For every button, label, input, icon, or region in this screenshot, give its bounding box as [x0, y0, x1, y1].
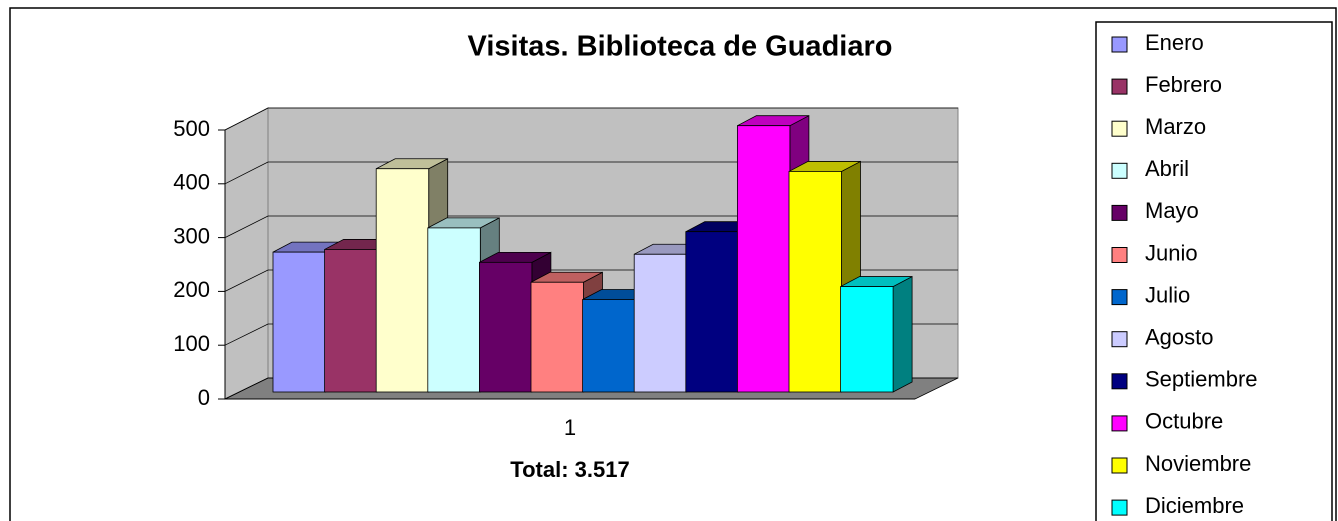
- legend-swatch: [1111, 289, 1128, 306]
- legend-swatch: [1111, 331, 1128, 348]
- bar: [427, 227, 481, 393]
- y-tick-label: 400: [173, 170, 210, 195]
- x-axis-title: Total: 3.517: [510, 457, 629, 482]
- grid-line: [224, 107, 958, 131]
- legend-swatch: [1111, 36, 1128, 53]
- x-tick-label: 1: [564, 415, 576, 440]
- y-tick-label: 300: [173, 223, 210, 248]
- legend-swatch: [1111, 373, 1128, 390]
- bar: [788, 171, 842, 393]
- legend-swatch: [1111, 204, 1128, 221]
- bar: [840, 286, 894, 393]
- legend-label: Enero: [1145, 30, 1204, 55]
- legend-label: Abril: [1145, 156, 1189, 181]
- legend-swatch: [1111, 247, 1128, 263]
- y-tick-label: 0: [198, 385, 210, 410]
- side-wall: [224, 107, 269, 400]
- legend-label: Julio: [1145, 282, 1190, 307]
- legend-swatch: [1111, 499, 1128, 516]
- bar-side: [892, 275, 913, 393]
- grid-line: [224, 161, 958, 185]
- grid-line: [224, 215, 958, 238]
- legend-swatch: [1111, 415, 1128, 432]
- legend-label: Septiembre: [1145, 367, 1258, 392]
- legend-label: Noviembre: [1145, 451, 1251, 476]
- bar: [478, 261, 533, 393]
- bar: [324, 249, 378, 393]
- bar: [272, 251, 326, 393]
- legend-box: [1095, 21, 1333, 521]
- legend-label: Marzo: [1145, 114, 1206, 139]
- legend-swatch: [1111, 78, 1128, 95]
- legend-swatch: [1111, 120, 1128, 137]
- legend-label: Diciembre: [1145, 493, 1244, 518]
- chart-title: Visitas. Biblioteca de Guadiaro: [468, 31, 893, 63]
- legend-label: Agosto: [1145, 325, 1214, 350]
- legend-label: Febrero: [1145, 72, 1222, 97]
- legend-label: Mayo: [1145, 198, 1199, 223]
- legend-label: Octubre: [1145, 409, 1223, 434]
- legend-label: Junio: [1145, 240, 1198, 265]
- bar: [737, 125, 791, 393]
- bar: [582, 299, 636, 393]
- bar: [375, 168, 430, 393]
- bar: [530, 281, 584, 393]
- y-tick-label: 200: [173, 277, 210, 302]
- y-tick-label: 100: [173, 331, 210, 356]
- legend-swatch: [1111, 162, 1128, 179]
- y-tick-label: 500: [173, 116, 210, 141]
- bar: [633, 253, 688, 393]
- legend-swatch: [1111, 457, 1128, 474]
- bar: [685, 231, 739, 393]
